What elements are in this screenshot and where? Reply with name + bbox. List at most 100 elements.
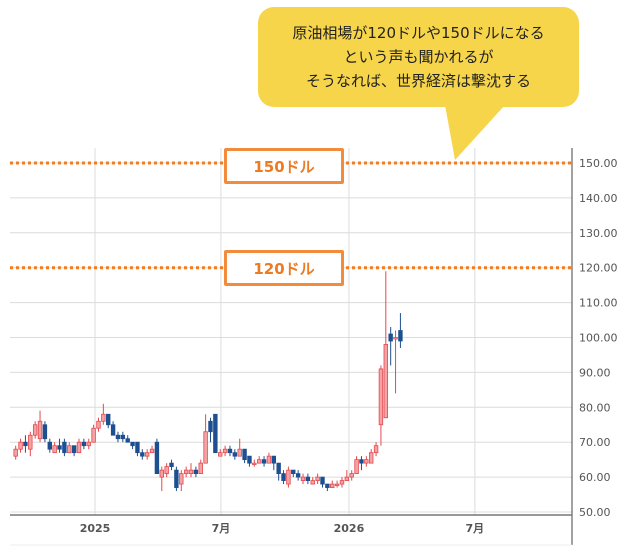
plot-area (10, 148, 572, 515)
candle-body (271, 455, 276, 464)
x-tick-label: 2026 (334, 522, 365, 535)
candle-body (315, 476, 320, 481)
y-tick-label: 120.00 (579, 262, 618, 275)
candle-down (281, 470, 286, 485)
candle-body (368, 452, 374, 464)
candle-body (354, 459, 359, 475)
candle-body (57, 445, 62, 450)
candle-body (252, 462, 257, 466)
candle-body (344, 476, 350, 481)
grid (10, 148, 572, 515)
candle-body (256, 459, 262, 464)
candle-up (179, 470, 184, 492)
y-tick-label: 100.00 (579, 332, 618, 345)
candle-body (130, 441, 135, 447)
candle-up (159, 466, 164, 492)
level-label-120: 120ドル (224, 250, 344, 286)
candle-body (42, 424, 48, 440)
callout-bubble: 原油相場が120ドルや150ドルになる という声も聞かれるが そうなれば、世界経… (258, 7, 579, 107)
level-label-150: 150ドル (224, 148, 344, 184)
candle-body (281, 473, 286, 481)
candle-body (32, 424, 38, 436)
candle-body (86, 441, 91, 447)
candle-up (144, 449, 150, 460)
candle-up (266, 452, 272, 464)
candle-down (295, 470, 301, 481)
candle-body (169, 462, 174, 468)
candle-up (76, 438, 82, 454)
candle-up (368, 449, 374, 464)
candle-body (149, 448, 155, 454)
candle-body (247, 455, 252, 464)
candle-body (193, 469, 199, 475)
candle-body (198, 462, 203, 475)
candle-body (232, 452, 238, 457)
candle-up (13, 445, 18, 460)
candle-down (398, 313, 403, 348)
candle-body (330, 483, 335, 488)
candle-body (325, 483, 330, 488)
candle-body (71, 445, 77, 454)
candle-body (179, 473, 184, 485)
candle-body (286, 469, 291, 485)
candle-down (62, 438, 67, 457)
candle-down (291, 469, 296, 478)
candle-down (23, 435, 28, 453)
candle-up (52, 442, 57, 454)
candle-up (37, 410, 43, 443)
callout-line: 原油相場が120ドルや150ドルになる (292, 24, 545, 42)
candle-down (247, 455, 252, 467)
y-tick-label: 80.00 (579, 401, 611, 414)
candle-body (154, 441, 160, 475)
candle-up (330, 480, 335, 488)
callout-line: そうなれば、世界経済は撃沈する (305, 72, 531, 90)
candle-up (334, 480, 340, 488)
candle-body (28, 434, 33, 450)
candle-down (325, 483, 330, 492)
candle-down (388, 327, 393, 366)
candle-body (349, 473, 354, 478)
candle-down (130, 441, 135, 450)
candle-body (388, 333, 393, 342)
candle-down (140, 449, 145, 460)
candle-up (198, 459, 203, 475)
candle-body (237, 448, 242, 457)
candle-down (359, 456, 364, 471)
candle-up (310, 477, 315, 485)
x-tick-label: 2025 (80, 522, 111, 535)
candle-down (125, 435, 130, 443)
candle-down (261, 456, 267, 467)
y-tick-label: 110.00 (579, 297, 618, 310)
candle-body (140, 452, 145, 457)
candle-up (67, 442, 72, 454)
candle-body (188, 469, 194, 475)
candle-up (222, 445, 228, 457)
candle-up (373, 442, 379, 457)
candle-down (305, 473, 311, 485)
candle-body (218, 452, 223, 457)
candle-up (349, 470, 354, 481)
candle-body (378, 368, 384, 426)
candle-up (237, 438, 242, 457)
candle-body (144, 452, 150, 457)
candle-body (23, 441, 28, 447)
candle-down (106, 413, 111, 429)
candle-body (242, 448, 247, 461)
candle-up (86, 438, 91, 450)
candle-body (359, 459, 364, 464)
candle-down (174, 466, 179, 492)
y-tick-label: 60.00 (579, 471, 611, 484)
x-tick-label: 7月 (466, 522, 485, 535)
candle-body (96, 420, 101, 429)
candle-down (57, 438, 62, 453)
candle-up (256, 456, 262, 464)
candle-body (101, 413, 106, 422)
candle-body (18, 441, 23, 450)
candle-body (373, 445, 379, 454)
candle-body (364, 459, 369, 464)
candle-body (47, 441, 52, 450)
candle-body (305, 476, 311, 481)
candle-down (71, 445, 77, 457)
candle-body (159, 469, 164, 478)
candle-up (252, 459, 257, 467)
